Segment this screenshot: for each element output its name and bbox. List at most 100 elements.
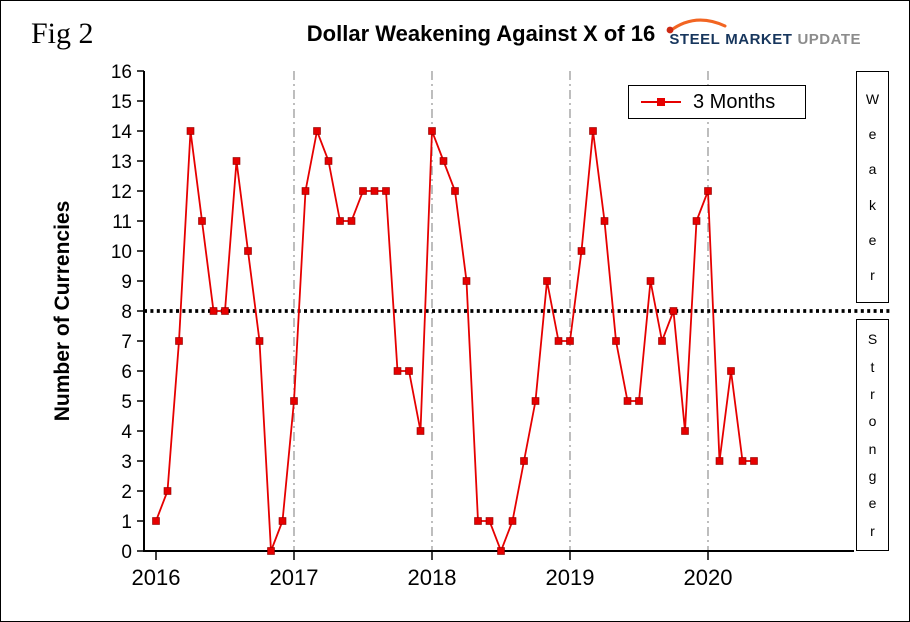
data-point-marker — [336, 217, 344, 225]
x-tick-label: 2020 — [684, 565, 733, 590]
y-tick-label: 14 — [111, 122, 133, 143]
data-point-marker — [370, 187, 379, 195]
y-tick-label: 5 — [121, 392, 132, 413]
data-point-marker — [485, 517, 494, 525]
data-point-marker — [451, 187, 459, 195]
data-point-marker — [474, 517, 482, 525]
data-point-marker — [324, 157, 333, 165]
vertical-letter: e — [868, 231, 877, 248]
x-tick-label: 2016 — [132, 565, 181, 590]
vertical-letter: W — [865, 91, 880, 108]
vertical-letter: o — [868, 413, 877, 430]
data-point-marker — [589, 127, 597, 135]
data-point-marker — [635, 397, 643, 405]
data-point-marker — [646, 277, 655, 285]
data-point-marker — [554, 337, 563, 345]
data-point-marker — [186, 127, 195, 135]
data-point-marker — [416, 427, 425, 435]
data-point-marker — [508, 517, 517, 525]
data-point-marker — [278, 517, 287, 525]
y-tick-label: 4 — [121, 422, 132, 443]
y-tick-label: 6 — [121, 362, 132, 383]
x-tick-label: 2019 — [546, 565, 595, 590]
vertical-letter: r — [870, 522, 875, 539]
data-point-marker — [520, 457, 528, 465]
data-point-marker — [198, 217, 206, 225]
data-point-marker — [439, 157, 448, 165]
x-tick-label: 2018 — [408, 565, 457, 590]
data-point-marker — [163, 487, 172, 495]
logo-swoosh-icon — [667, 18, 727, 34]
data-point-marker — [750, 457, 758, 465]
data-point-marker — [669, 307, 678, 315]
data-point-marker — [255, 337, 264, 345]
x-tick-label: 2017 — [270, 565, 319, 590]
y-tick-label: 0 — [121, 542, 132, 563]
vertical-letter: a — [868, 161, 877, 178]
data-point-marker — [347, 217, 356, 225]
data-point-marker — [301, 187, 310, 195]
legend-series-marker-icon — [641, 97, 681, 106]
data-point-marker — [232, 157, 241, 165]
vertical-letter: n — [868, 440, 877, 457]
vertical-letter: e — [868, 495, 877, 512]
figure-number-label: Fig 2 — [31, 17, 94, 50]
y-tick-label: 7 — [121, 332, 132, 353]
y-tick-label: 15 — [111, 92, 132, 113]
data-point-marker — [209, 307, 218, 315]
vertical-letter: S — [867, 331, 878, 348]
data-point-marker — [681, 427, 689, 435]
data-point-marker — [152, 517, 160, 525]
data-point-marker — [393, 367, 402, 375]
data-point-marker — [531, 397, 540, 405]
y-tick-label: 13 — [111, 152, 132, 173]
y-tick-label: 8 — [121, 302, 132, 323]
vertical-letter: t — [870, 358, 875, 375]
legend-series-label: 3 Months — [693, 90, 776, 113]
y-tick-label: 11 — [112, 212, 132, 233]
y-tick-label: 1 — [121, 512, 132, 533]
data-point-marker — [221, 307, 229, 315]
y-tick-label: 2 — [121, 482, 132, 503]
data-point-marker — [244, 247, 252, 255]
data-point-marker — [692, 217, 701, 225]
legend: 3 Months — [628, 85, 806, 119]
data-point-marker — [727, 367, 735, 375]
data-point-marker — [543, 277, 551, 285]
data-point-marker — [577, 247, 586, 255]
data-point-marker — [462, 277, 471, 285]
logo-word-steel: STEEL — [669, 31, 721, 48]
y-tick-label: 10 — [111, 242, 132, 263]
data-point-marker — [715, 457, 724, 465]
vertical-letter: r — [870, 266, 875, 283]
data-point-marker — [428, 127, 436, 135]
vertical-letter: r — [870, 385, 875, 402]
steel-market-update-logo: STEEL MARKET UPDATE — [667, 18, 861, 49]
data-point-marker — [623, 397, 632, 405]
data-point-marker — [658, 337, 666, 345]
vertical-letter: k — [869, 196, 876, 213]
y-tick-label: 12 — [111, 182, 132, 203]
vertical-letter: e — [868, 126, 877, 143]
data-point-marker — [566, 337, 574, 345]
data-point-marker — [267, 547, 275, 555]
data-point-marker — [497, 547, 505, 555]
data-point-marker — [612, 337, 620, 345]
chart-title: Dollar Weakening Against X of 16 — [306, 21, 656, 46]
data-point-marker — [738, 457, 747, 465]
data-point-marker — [175, 337, 183, 345]
y-tick-label: 16 — [111, 62, 132, 83]
y-tick-label: 9 — [121, 272, 132, 293]
data-point-marker — [359, 187, 367, 195]
data-point-marker — [405, 367, 413, 375]
data-point-marker — [704, 187, 712, 195]
y-tick-label: 3 — [121, 452, 132, 473]
data-point-marker — [313, 127, 321, 135]
logo-word-market: MARKET — [725, 31, 793, 48]
vertical-letter: g — [868, 467, 877, 484]
data-point-marker — [600, 217, 609, 225]
